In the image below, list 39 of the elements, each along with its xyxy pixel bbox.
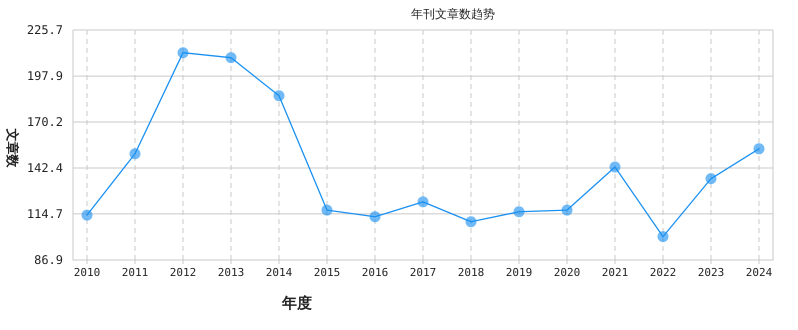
- y-tick-label: 170.2: [26, 114, 63, 129]
- x-tick-label: 2013: [218, 266, 244, 279]
- point: [130, 148, 140, 160]
- point: [274, 90, 284, 102]
- point: [658, 231, 668, 242]
- chart-title: 年刊文章数趋势: [411, 7, 495, 21]
- point: [466, 216, 476, 228]
- y-tick-label: 86.9: [34, 253, 63, 267]
- x-tick-label: 2018: [458, 266, 484, 279]
- y-tick-label: 142.4: [26, 161, 63, 176]
- x-tick-label: 2019: [506, 266, 532, 279]
- point: [226, 52, 236, 64]
- y-axis-title: 文章数: [4, 128, 20, 168]
- x-tick-label: 2024: [746, 266, 773, 279]
- point: [370, 211, 380, 222]
- x-tick-label: 2022: [650, 266, 676, 279]
- y-tick-label: 114.7: [26, 206, 63, 221]
- x-tick-label: 2010: [74, 266, 100, 279]
- x-tick-label: 2023: [698, 266, 724, 279]
- point: [754, 143, 764, 154]
- point: [418, 196, 428, 208]
- point: [322, 204, 332, 216]
- x-tick-label: 2012: [170, 266, 196, 279]
- point: [178, 47, 188, 58]
- x-tick-label: 2014: [266, 266, 293, 279]
- point: [610, 162, 620, 173]
- x-tick-label: 2020: [554, 266, 580, 279]
- point: [514, 206, 524, 218]
- x-tick-label: 2021: [602, 266, 628, 279]
- x-tick-label: 2015: [314, 266, 340, 279]
- point: [706, 173, 716, 184]
- x-tick-label: 2011: [122, 266, 148, 279]
- x-tick-label: 2017: [410, 266, 436, 279]
- point: [82, 210, 92, 221]
- x-tick-label: 2016: [362, 266, 388, 279]
- x-axis-title: 年度: [281, 294, 312, 312]
- y-tick-label: 197.9: [26, 69, 63, 84]
- y-tick-label: 225.7: [26, 23, 63, 37]
- point: [562, 204, 572, 216]
